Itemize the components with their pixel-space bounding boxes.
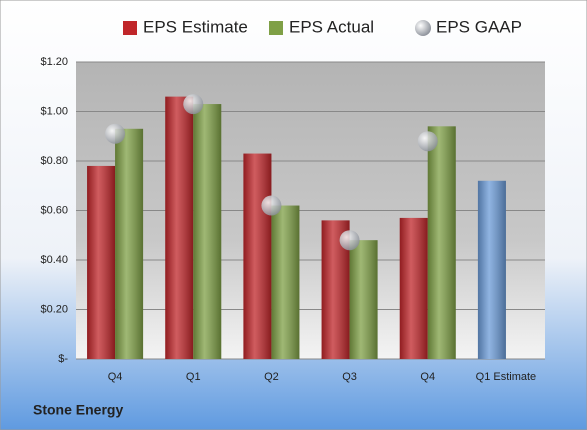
y-tick-label: $0.80	[40, 155, 68, 167]
x-tick-label: Q1 Estimate	[476, 371, 537, 383]
point	[339, 230, 360, 251]
y-tick-label: $0.40	[40, 254, 68, 266]
y-tick-label: $1.00	[40, 105, 68, 117]
legend-text: EPS GAAP	[436, 17, 522, 36]
x-tick-label: Q4	[420, 371, 435, 383]
point	[105, 123, 126, 144]
y-tick-label: $1.20	[40, 56, 68, 68]
legend-marker	[123, 21, 137, 35]
bar-shine	[427, 126, 456, 359]
legend-marker	[269, 21, 283, 35]
chart-title: Stone Energy	[33, 402, 123, 418]
bar-shine	[399, 217, 428, 359]
legend-marker	[415, 20, 431, 36]
bar-shine	[243, 153, 272, 359]
x-tick-label: Q3	[342, 371, 357, 383]
bar-shine	[87, 165, 116, 359]
bar-shine	[165, 96, 194, 360]
y-tick-label: $0.20	[40, 303, 68, 315]
bar-shine	[477, 180, 506, 359]
point	[183, 94, 204, 115]
y-tick-label: $-	[58, 353, 68, 365]
x-tick-label: Q2	[264, 371, 279, 383]
x-tick-label: Q4	[108, 371, 123, 383]
legend-text: EPS Actual	[289, 17, 374, 36]
point	[261, 195, 282, 216]
bar-shine	[349, 240, 378, 359]
bar-shine	[193, 104, 222, 359]
y-tick-label: $0.60	[40, 204, 68, 216]
x-tick-label: Q1	[186, 371, 201, 383]
point	[417, 131, 438, 152]
bar-shine	[271, 205, 300, 359]
bar-shine	[115, 128, 144, 359]
legend-text: EPS Estimate	[143, 17, 248, 36]
